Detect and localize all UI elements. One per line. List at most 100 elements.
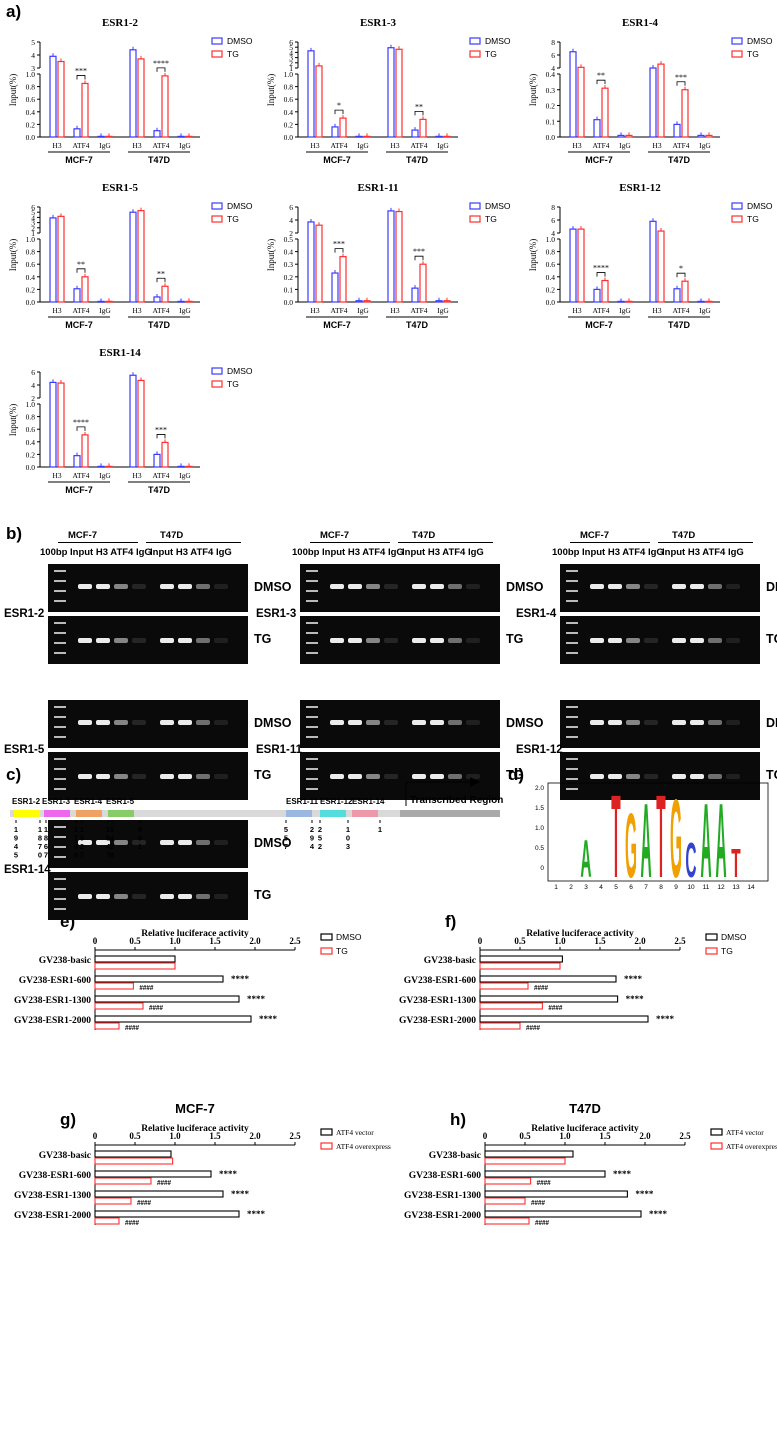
transcribed-block xyxy=(400,810,500,817)
gel-band xyxy=(178,774,192,779)
legend-swatch xyxy=(705,933,718,941)
significance-bracket xyxy=(596,272,606,277)
gel-band xyxy=(412,638,426,643)
ladder-band xyxy=(306,600,318,602)
gel-band xyxy=(608,638,622,643)
y-tick-label: 0.4 xyxy=(26,108,36,117)
position-label-digit: 8 xyxy=(38,834,42,843)
luciferase-chart-luc-e: MCF-7 Relative luciferace activity 0 0.5 1.0… xyxy=(14,920,362,1032)
ladder-band xyxy=(306,580,318,582)
ladder-band xyxy=(306,726,318,728)
gel-band xyxy=(214,638,228,643)
gel-band xyxy=(132,894,146,899)
y-tick-label: 0.1 xyxy=(546,117,556,126)
legend-swatch xyxy=(211,367,223,375)
position-label-digit: 1 xyxy=(44,825,48,834)
position-label-digit: 7 xyxy=(106,851,110,860)
ladder-band xyxy=(306,652,318,654)
position-label-digit: 9 xyxy=(14,834,18,843)
legend-swatch xyxy=(211,380,223,388)
ladder-band xyxy=(306,632,318,634)
ladder-band xyxy=(54,888,66,890)
bar-series-1 xyxy=(479,982,529,990)
bar-tg xyxy=(625,134,633,138)
y-tick-label: 6 xyxy=(289,203,293,212)
ladder-band xyxy=(306,716,318,718)
x-tick-label: 1.5 xyxy=(599,1131,611,1141)
region-box xyxy=(320,810,346,817)
gel-band xyxy=(366,774,380,779)
y-tick-label: 0.2 xyxy=(26,450,36,459)
ladder-band xyxy=(54,846,66,848)
significance-label: #### xyxy=(534,984,549,992)
legend-label: TG xyxy=(227,214,239,224)
bar-tg xyxy=(185,135,193,138)
bar-tg xyxy=(161,75,169,138)
position-label-digit: 0 xyxy=(38,851,42,860)
bar-dmso xyxy=(49,217,57,303)
bar-dmso xyxy=(331,126,339,138)
region-box xyxy=(44,810,70,817)
y-tick-label: 0.0 xyxy=(26,133,36,142)
gel-band xyxy=(114,840,128,845)
gel-band xyxy=(672,638,686,643)
y-tick-label: 0.8 xyxy=(546,248,556,257)
gel-region-label: ESR1-11 xyxy=(256,744,303,756)
x-tick-label: H3 xyxy=(390,141,399,150)
x-tick-label: H3 xyxy=(132,141,141,150)
y-axis-label: Input(%) xyxy=(266,74,276,107)
group-label: T47D xyxy=(668,320,691,330)
logo-letter: T xyxy=(731,840,740,886)
bar-tg xyxy=(657,230,665,303)
x-tick-label: ATF4 xyxy=(330,141,347,150)
gel-lane-labels: Input H3 ATF4 IgG xyxy=(582,547,664,558)
region-box xyxy=(14,810,40,817)
logo-x-tick: 6 xyxy=(629,884,633,891)
gel-lane-labels: Input H3 ATF4 IgG xyxy=(150,547,232,558)
bar-dmso xyxy=(153,296,161,303)
legend-label: DMSO xyxy=(227,36,253,46)
logo-x-tick: 1 xyxy=(554,884,558,891)
x-tick-label: IgG xyxy=(179,141,191,150)
gel-band xyxy=(196,584,210,589)
y-tick-label: 4 xyxy=(289,48,293,57)
x-tick-label: 1.0 xyxy=(554,936,566,946)
bar-series-0 xyxy=(94,1015,252,1023)
y-tick-label: 6 xyxy=(31,203,35,212)
y-tick-label: 2 xyxy=(289,59,293,68)
logo-y-tick: 1.5 xyxy=(535,805,544,812)
legend-label: TG xyxy=(747,214,759,224)
legend-label: DMSO xyxy=(747,36,773,46)
x-tick-label: 0 xyxy=(93,936,98,946)
gel-group-label-t47d: T47D xyxy=(672,530,696,541)
bar-series-0 xyxy=(479,975,617,983)
gel-band xyxy=(178,638,192,643)
gel-band xyxy=(644,638,658,643)
bar-series-0 xyxy=(94,1170,212,1178)
gel-band xyxy=(590,638,604,643)
y-tick-label: 0.8 xyxy=(26,83,36,92)
gel-band xyxy=(590,774,604,779)
luciferase-chart-luc-g: MCF-7 Relative luciferace activity 0 0.5 1.0… xyxy=(14,1101,391,1227)
bar-dmso xyxy=(49,381,57,468)
x-tick-label: H3 xyxy=(52,306,61,315)
position-label-digit: 6 xyxy=(74,842,78,851)
logo-x-tick: 10 xyxy=(687,884,695,891)
ladder-band xyxy=(566,652,578,654)
region-box xyxy=(108,810,134,817)
group-label: T47D xyxy=(406,155,429,165)
position-label-digit: 5 xyxy=(106,834,110,843)
bar-tg xyxy=(339,117,347,138)
x-tick-label: H3 xyxy=(572,306,581,315)
x-tick-label: ATF4 xyxy=(330,306,347,315)
gel-band xyxy=(626,638,640,643)
bar-series-1 xyxy=(484,1157,566,1165)
y-tick-label: 1.0 xyxy=(26,70,36,79)
position-label-digit: 1 xyxy=(14,825,18,834)
y-tick-label: 8 xyxy=(551,38,555,47)
gel-strip-bottom xyxy=(48,872,248,920)
logo-x-tick: 11 xyxy=(703,884,710,891)
x-tick-label: ATF4 xyxy=(72,306,89,315)
ladder-band xyxy=(566,726,578,728)
bar-tg xyxy=(443,135,451,138)
